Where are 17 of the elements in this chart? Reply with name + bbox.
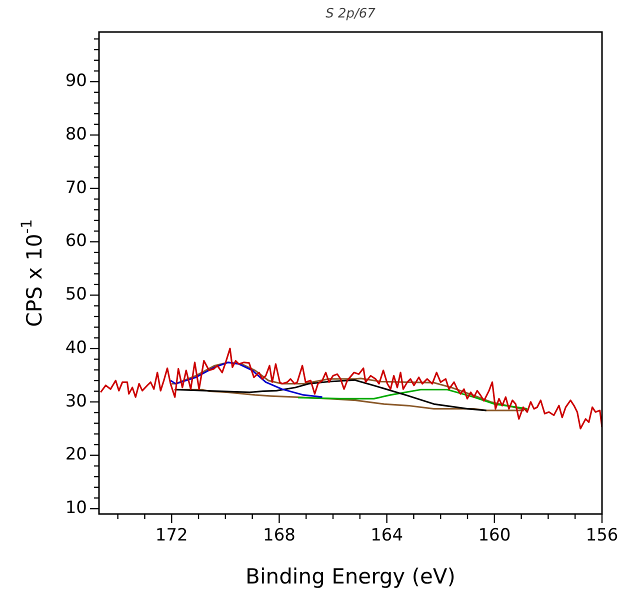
y-tick-label: 20 bbox=[65, 444, 87, 465]
x-axis-title: Binding Energy (eV) bbox=[246, 564, 456, 588]
y-tick-label: 80 bbox=[65, 124, 87, 144]
x-tick-label: 160 bbox=[478, 526, 511, 546]
x-tick-label: 156 bbox=[586, 526, 618, 546]
x-tick-label: 172 bbox=[155, 526, 188, 546]
chart-title: S 2p/67 bbox=[326, 6, 376, 22]
y-tick-label: 70 bbox=[65, 178, 87, 198]
y-tick-label: 60 bbox=[65, 231, 87, 252]
y-tick-label: 90 bbox=[65, 71, 87, 92]
x-tick-label: 168 bbox=[262, 526, 296, 546]
y-tick-label: 10 bbox=[65, 498, 87, 518]
y-tick-label: 30 bbox=[65, 391, 87, 412]
y-axis-title: CPS x 10-1 bbox=[18, 219, 46, 327]
x-tick-label: 164 bbox=[370, 526, 404, 546]
y-tick-label: 50 bbox=[65, 284, 87, 305]
y-tick-label: 40 bbox=[65, 338, 87, 358]
